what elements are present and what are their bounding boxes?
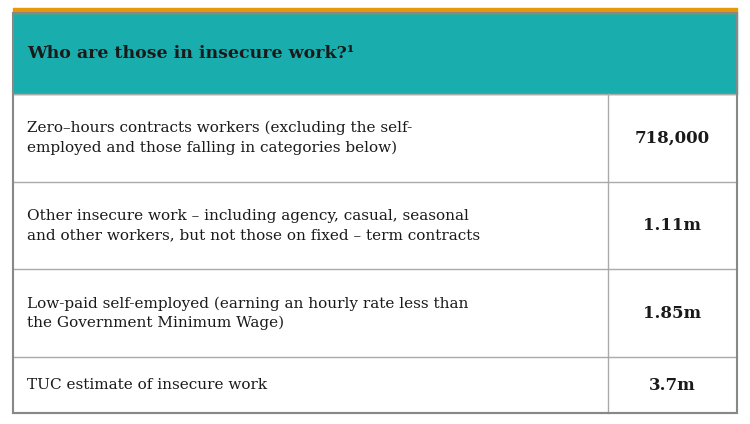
Text: Low-paid self-employed (earning an hourly rate less than
the Government Minimum : Low-paid self-employed (earning an hourl… xyxy=(27,296,468,330)
Text: 718,000: 718,000 xyxy=(634,129,710,146)
Text: 3.7m: 3.7m xyxy=(649,377,695,394)
Text: 1.11m: 1.11m xyxy=(644,217,701,234)
Bar xyxy=(13,13,736,94)
Text: Who are those in insecure work?¹: Who are those in insecure work?¹ xyxy=(27,45,354,62)
Text: TUC estimate of insecure work: TUC estimate of insecure work xyxy=(27,378,267,392)
Text: Zero–hours contracts workers (excluding the self-
employed and those falling in : Zero–hours contracts workers (excluding … xyxy=(27,121,412,155)
Bar xyxy=(13,94,736,413)
Text: Other insecure work – including agency, casual, seasonal
and other workers, but : Other insecure work – including agency, … xyxy=(27,209,480,242)
Bar xyxy=(13,8,736,13)
Text: 1.85m: 1.85m xyxy=(643,305,701,322)
